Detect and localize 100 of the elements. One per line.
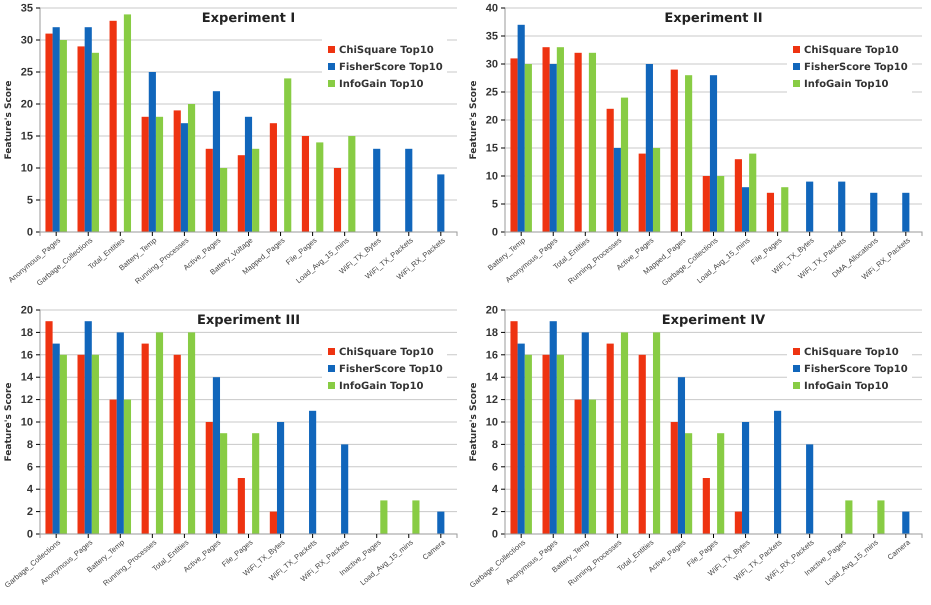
bar: [518, 344, 525, 534]
bar: [437, 512, 444, 534]
bar: [78, 354, 85, 534]
bar: [110, 400, 117, 534]
bar: [156, 332, 164, 534]
bar: [244, 116, 252, 232]
legend-label: FisherScore Top10: [339, 62, 443, 73]
bar: [742, 187, 750, 232]
legend-label: ChiSquare Top10: [804, 347, 899, 358]
bar: [45, 34, 53, 232]
legend-label: FisherScore Top10: [339, 364, 443, 375]
bar: [270, 123, 277, 232]
bar: [174, 354, 181, 534]
y-tick-label: 20: [486, 114, 498, 127]
bar: [766, 192, 774, 232]
bar: [373, 148, 380, 232]
y-tick-label: 25: [20, 66, 33, 79]
bar: [781, 187, 788, 232]
legend-label: InfoGain Top10: [804, 381, 889, 392]
bar: [148, 72, 156, 232]
bar: [556, 47, 564, 232]
bar: [838, 182, 846, 232]
bar: [550, 321, 557, 534]
bar: [652, 148, 660, 232]
bar: [142, 116, 149, 232]
bar: [902, 192, 910, 232]
bar: [124, 14, 132, 232]
y-axis-title: Feature's Score: [469, 80, 479, 160]
bar: [574, 400, 582, 534]
bar: [734, 512, 742, 534]
bar: [702, 176, 710, 232]
bar: [678, 377, 686, 534]
bar: [606, 344, 614, 534]
bar: [238, 478, 245, 534]
bar: [870, 192, 878, 232]
bar: [412, 500, 420, 534]
bar: [284, 78, 292, 232]
y-tick-label: 5: [492, 198, 498, 211]
bar: [92, 52, 99, 232]
bar: [252, 148, 260, 232]
y-tick-label: 0: [492, 226, 498, 239]
bar: [45, 321, 53, 534]
bar: [270, 512, 277, 534]
y-tick-label: 20: [20, 304, 33, 317]
bar: [110, 20, 117, 232]
bar: [302, 136, 310, 232]
y-tick-label: 20: [486, 304, 498, 317]
bar: [685, 75, 692, 232]
chart-title: Experiment IV: [662, 313, 766, 328]
y-tick-label: 18: [20, 326, 33, 339]
bar: [78, 46, 85, 232]
y-tick-label: 12: [486, 394, 498, 406]
bar: [845, 500, 852, 534]
y-tick-label: 35: [486, 30, 498, 43]
bar: [188, 332, 196, 534]
bar: [180, 123, 188, 232]
bar: [92, 354, 99, 534]
bar: [52, 344, 60, 534]
y-tick-label: 35: [20, 2, 33, 15]
bar: [670, 422, 678, 534]
bar: [84, 321, 92, 534]
bar: [542, 354, 550, 534]
bar: [60, 40, 67, 232]
y-tick-label: 4: [492, 484, 499, 496]
y-tick-label: 8: [26, 438, 33, 451]
bar: [206, 148, 213, 232]
legend-label: FisherScore Top10: [804, 62, 908, 73]
legend-label: ChiSquare Top10: [339, 45, 434, 56]
bar: [877, 500, 884, 534]
bar: [212, 91, 220, 232]
bar: [334, 168, 342, 232]
y-tick-label: 4: [26, 484, 34, 496]
bar: [524, 64, 532, 232]
bar: [142, 344, 149, 534]
bar: [550, 64, 557, 232]
y-tick-label: 2: [26, 506, 33, 518]
y-tick-label: 14: [20, 372, 34, 384]
bar: [276, 422, 284, 534]
legend-label: InfoGain Top10: [339, 79, 424, 90]
bar: [734, 159, 742, 232]
y-axis-title: Feature's Score: [469, 382, 479, 462]
legend-label: InfoGain Top10: [339, 381, 424, 392]
y-tick-label: 2: [492, 506, 498, 518]
bar: [638, 354, 646, 534]
bar: [437, 174, 444, 232]
bar: [510, 58, 518, 232]
bar: [206, 422, 213, 534]
bar: [348, 136, 356, 232]
bar: [685, 433, 692, 534]
bar: [84, 27, 92, 232]
y-tick-label: 15: [486, 142, 498, 155]
legend-label: InfoGain Top10: [804, 79, 889, 90]
y-tick-label: 14: [486, 372, 499, 384]
y-tick-label: 30: [486, 58, 498, 71]
bar: [614, 148, 621, 232]
y-tick-label: 20: [20, 98, 33, 111]
bar: [116, 332, 124, 534]
y-tick-label: 40: [486, 2, 498, 15]
y-tick-label: 10: [20, 162, 33, 175]
bar: [188, 104, 196, 232]
